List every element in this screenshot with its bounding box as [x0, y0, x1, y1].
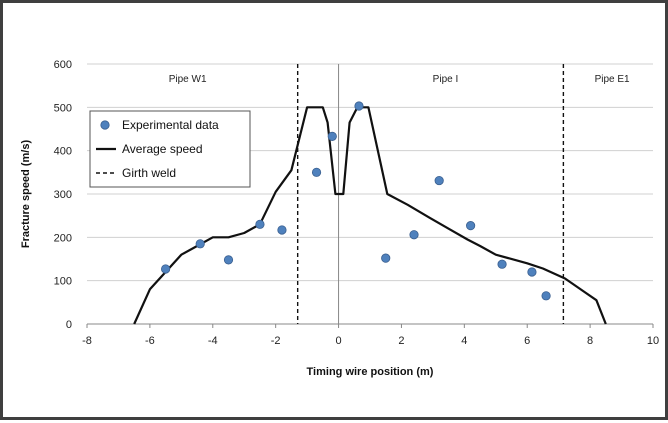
y-tick-label: 400: [54, 146, 72, 158]
experimental-data-point: [277, 225, 287, 235]
experimental-data-point: [161, 264, 171, 274]
x-tick-label: -2: [271, 335, 281, 347]
legend-label-average-speed: Average speed: [122, 142, 203, 156]
experimental-data-point: [354, 101, 364, 111]
legend-box: [89, 110, 251, 188]
experimental-data-point: [409, 230, 419, 240]
average-speed-line: [133, 106, 607, 325]
x-tick-label: 0: [335, 335, 341, 347]
x-axis-title: Timing wire position (m): [307, 366, 434, 378]
experimental-data-point: [255, 219, 265, 229]
region-label: Pipe W1: [169, 74, 207, 85]
x-tick-label: 4: [461, 335, 467, 347]
experimental-data-point: [327, 131, 337, 141]
experimental-data-point: [381, 253, 391, 263]
region-label: Pipe E1: [595, 74, 630, 85]
y-axis-title: Fracture speed (m/s): [20, 140, 32, 249]
y-tick-label: 200: [54, 232, 72, 244]
experimental-data-point: [223, 255, 234, 265]
x-tick-label: 10: [647, 335, 659, 347]
legend-marker-experimental: [100, 120, 110, 130]
y-tick-label: 0: [66, 319, 72, 331]
legend-label-girth-weld: Girth weld: [122, 166, 176, 180]
experimental-data-point: [466, 221, 476, 231]
experimental-data-point: [434, 175, 444, 186]
experimental-data-point: [195, 239, 205, 249]
region-label: Pipe I: [433, 74, 459, 85]
grid-lines: [87, 63, 653, 325]
x-tick-label: -6: [145, 335, 155, 347]
experimental-data-point: [311, 167, 322, 177]
experimental-data-point: [541, 291, 551, 301]
legend-label-experimental: Experimental data: [122, 118, 219, 132]
y-tick-label: 600: [54, 59, 72, 71]
y-tick-label: 500: [54, 102, 72, 114]
x-tick-label: 6: [524, 335, 530, 347]
pipe-region-labels: Pipe W1 Pipe I Pipe E1: [169, 74, 630, 85]
girth-weld-lines: [296, 64, 565, 324]
x-tick-label: 8: [587, 335, 593, 347]
experimental-data-point: [497, 259, 507, 269]
x-tick-label: -8: [82, 335, 92, 347]
y-tick-label: 100: [54, 276, 72, 288]
y-tick-label: 300: [54, 189, 72, 201]
legend: Experimental data Average speed Girth we…: [89, 110, 251, 188]
x-tick-label: -4: [208, 335, 218, 347]
data-series: [133, 101, 607, 325]
x-tick-label: 2: [398, 335, 404, 347]
experimental-data-point: [527, 267, 537, 277]
